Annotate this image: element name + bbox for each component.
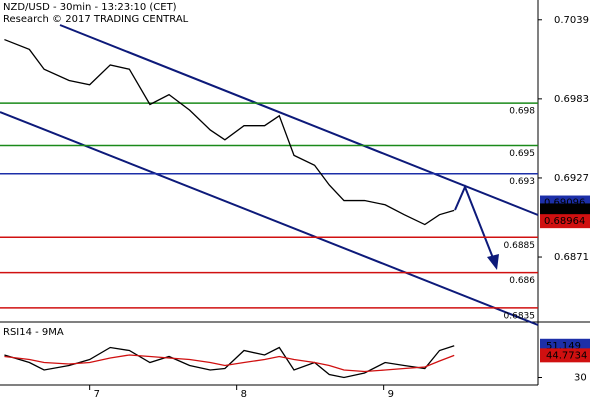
level-label: 0.6835: [504, 311, 536, 321]
plot-background: [0, 0, 538, 385]
x-tick-label: 7: [94, 389, 100, 400]
level-label: 0.6885: [504, 241, 536, 251]
forecast-arrowhead: [487, 254, 499, 270]
channel-line: [0, 111, 539, 326]
rsi-tag: [540, 348, 590, 363]
rsi-tag-label: 51.149: [546, 341, 581, 352]
rsi-line: [4, 354, 455, 373]
rsi-line: [4, 345, 455, 379]
rsi-title: RSI14 - 9MA: [3, 327, 64, 338]
y-tick-label: 30: [574, 373, 587, 384]
chart-title: NZD/USD - 30min - 13:23:10 (CET): [3, 2, 177, 13]
price-line: [4, 38, 455, 226]
chart-subtitle: Research © 2017 TRADING CENTRAL: [3, 14, 189, 25]
y-tick-label: 0.6927: [554, 173, 589, 184]
forecast-arrow: [454, 184, 494, 259]
level-label: 0.695: [509, 149, 535, 159]
channel-line: [59, 24, 539, 216]
level-label: 0.686: [509, 276, 535, 286]
rsi-tag-label: 44.7734: [546, 350, 587, 361]
price-tag: [540, 203, 590, 218]
price-tag-label: 0.69096: [544, 198, 585, 209]
price-tag-label: 0.68964: [544, 216, 585, 227]
y-tick-label: 0.6871: [554, 252, 589, 263]
level-label: 0.698: [509, 107, 535, 117]
y-tick-label: 0.7039: [554, 15, 589, 26]
y-tick-label: 0.6983: [554, 94, 589, 105]
price-tag-label: 0.6904: [544, 205, 579, 216]
level-label: 0.693: [509, 177, 535, 187]
x-tick-label: 9: [388, 389, 394, 400]
price-tag: [540, 214, 590, 229]
x-tick-label: 8: [241, 389, 247, 400]
